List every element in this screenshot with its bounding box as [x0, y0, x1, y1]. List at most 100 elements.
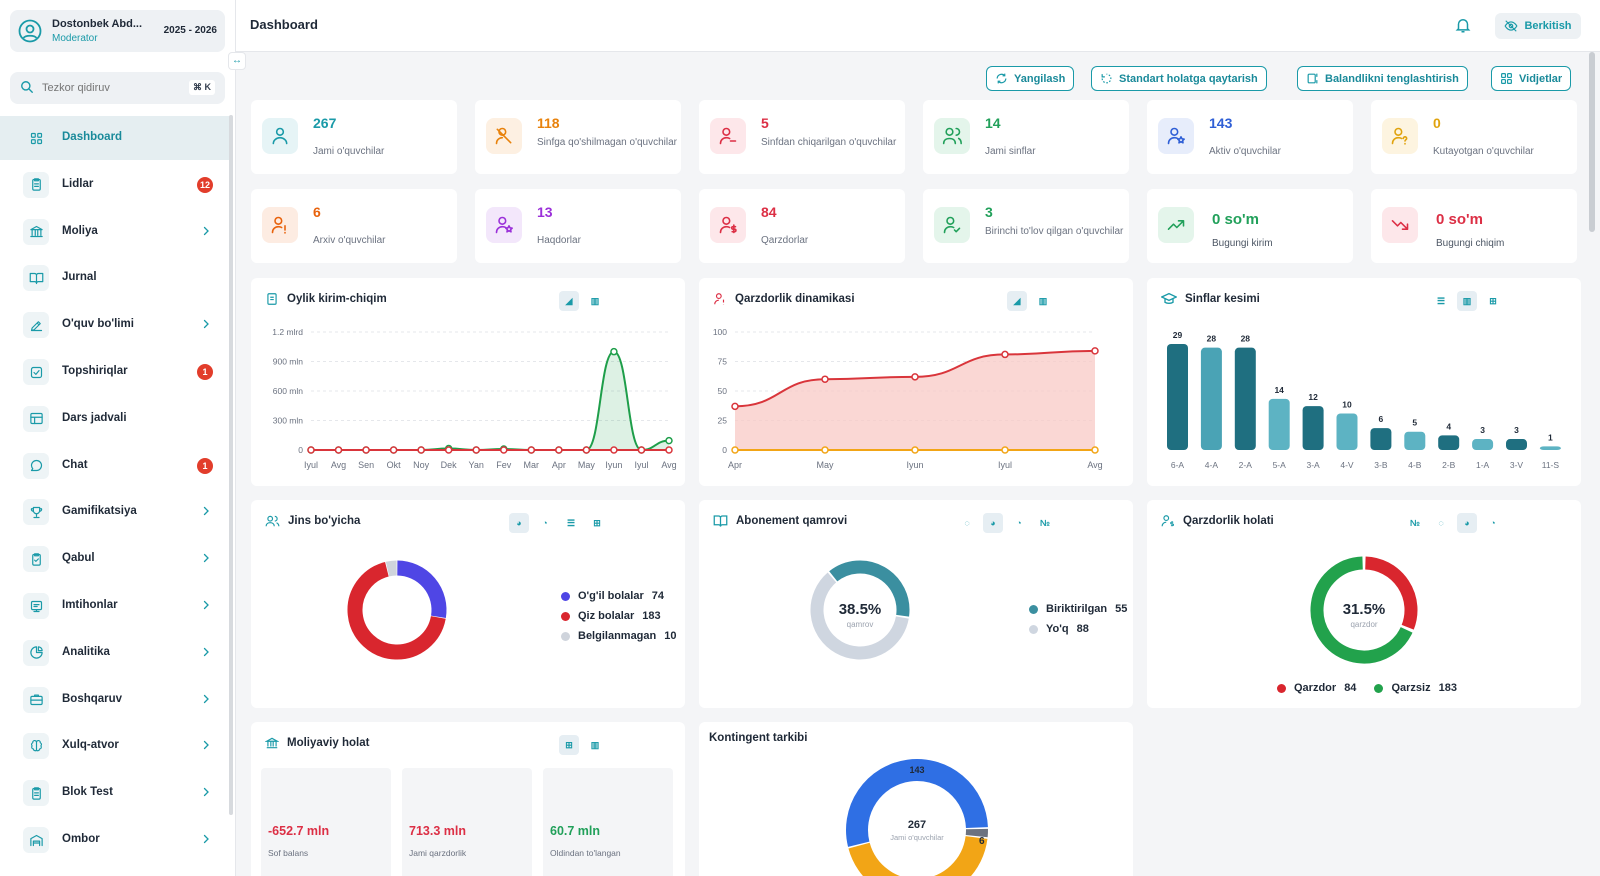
pie-toggle-icon[interactable]: ◔	[542, 518, 548, 528]
data-point[interactable]	[362, 446, 370, 454]
data-point[interactable]	[637, 446, 646, 454]
refresh-button[interactable]: Yangilash	[986, 66, 1075, 91]
area-chart-toggle-icon[interactable]: ◢	[559, 291, 579, 311]
gauge-toggle-icon[interactable]: ◔	[1016, 518, 1022, 528]
data-point[interactable]	[665, 446, 673, 454]
data-point[interactable]	[1001, 350, 1009, 359]
legend-item[interactable]: O'g'il bolalar 74	[561, 590, 677, 602]
stat-card[interactable]: 267 Jami o'quvchilar	[251, 100, 457, 174]
number-toggle-icon[interactable]: №	[1039, 518, 1051, 528]
stat-card[interactable]: 5 Sinfdan chiqarilgan o'quvchilar	[699, 100, 905, 174]
bar[interactable]	[1506, 439, 1527, 450]
search-input[interactable]	[42, 79, 182, 97]
quick-search[interactable]: ⌘ K	[10, 72, 225, 104]
bar-chart-toggle-icon[interactable]: ▥	[1038, 295, 1048, 306]
data-point[interactable]	[334, 446, 343, 454]
data-point[interactable]	[1001, 446, 1009, 454]
bar[interactable]	[1370, 428, 1392, 450]
data-point[interactable]	[555, 446, 563, 454]
donut-toggle-icon[interactable]: ◕	[1457, 513, 1477, 533]
data-point[interactable]	[731, 446, 739, 454]
legend-item[interactable]: Qiz bolalar 183	[561, 610, 677, 622]
data-point[interactable]	[500, 446, 508, 454]
data-point[interactable]	[821, 375, 829, 383]
sidebar-item-exam[interactable]: Imtihonlar	[0, 584, 230, 628]
data-point[interactable]	[911, 446, 919, 454]
bar[interactable]	[1472, 439, 1494, 450]
data-point[interactable]	[527, 446, 536, 454]
sidebar-scrollbar[interactable]	[229, 115, 233, 815]
data-point[interactable]	[731, 402, 739, 411]
data-point[interactable]	[417, 446, 425, 454]
hide-button[interactable]: Berkitish	[1495, 13, 1581, 39]
sidebar-item-clipboard[interactable]: Lidlar 12	[0, 163, 230, 207]
sidebar-item-chat[interactable]: Chat 1	[0, 444, 230, 488]
sidebar-item-table[interactable]: Dars jadvali	[0, 397, 230, 441]
bar[interactable]	[1438, 435, 1460, 450]
sidebar-collapse-button[interactable]: ↔	[228, 52, 246, 70]
data-point[interactable]	[665, 436, 673, 445]
data-point[interactable]	[472, 446, 480, 454]
user-profile[interactable]: Dostonbek Abd... Moderator 2025 - 2026	[10, 10, 225, 52]
data-point[interactable]	[821, 446, 829, 454]
grid-toggle-icon[interactable]: ⊞	[559, 735, 579, 755]
table-toggle-icon[interactable]: ⊞	[593, 517, 601, 528]
data-point[interactable]	[911, 373, 919, 381]
gauge-toggle-icon[interactable]: ◔	[1490, 518, 1496, 528]
page-scrollbar[interactable]	[1589, 52, 1595, 232]
sidebar-item-brain[interactable]: Xulq-atvor	[0, 724, 230, 768]
donut-slice[interactable]	[396, 560, 447, 619]
table-toggle-icon[interactable]: ⊞	[1489, 295, 1497, 306]
stat-card[interactable]: 0 so'm Bugungi kirim	[1147, 189, 1353, 263]
bar[interactable]	[1404, 431, 1426, 450]
bar-chart-toggle-icon[interactable]: ▥	[590, 295, 600, 306]
sidebar-item-bank[interactable]: Moliya	[0, 210, 230, 254]
legend-item[interactable]: Belgilanmagan 10	[561, 630, 677, 642]
donut-slice[interactable]	[1364, 556, 1418, 630]
bar[interactable]	[1200, 347, 1222, 450]
bar[interactable]	[1302, 406, 1324, 450]
area-chart-toggle-icon[interactable]: ◢	[1007, 291, 1027, 311]
donut-slice[interactable]	[810, 572, 909, 660]
donut-slice[interactable]	[846, 759, 988, 847]
data-point[interactable]	[582, 446, 591, 454]
sidebar-item-trophy[interactable]: Gamifikatsiya	[0, 490, 230, 534]
stat-card[interactable]: 14 Jami sinflar	[923, 100, 1129, 174]
data-point[interactable]	[610, 347, 618, 356]
sidebar-item-clipboard-check[interactable]: Qabul	[0, 537, 230, 581]
bar[interactable]	[1167, 344, 1188, 450]
donut-slice[interactable]	[347, 561, 446, 660]
sidebar-item-pie[interactable]: Analitika	[0, 631, 230, 675]
stat-card[interactable]: 3 Birinchi to'lov qilgan o'quvchilar	[923, 189, 1129, 263]
donut-slice[interactable]	[1310, 556, 1413, 664]
bar-chart-toggle-icon[interactable]: ▥	[590, 739, 600, 750]
stat-card[interactable]: 118 Sinfga qo'shilmagan o'quvchilar	[475, 100, 681, 174]
ring-toggle-icon[interactable]: ◌	[964, 518, 970, 528]
bar[interactable]	[1539, 446, 1561, 450]
bar[interactable]	[1336, 413, 1358, 450]
widgets-button[interactable]: Vidjetlar	[1491, 66, 1572, 91]
bar[interactable]	[1268, 398, 1290, 450]
stat-card[interactable]: 0 so'm Bugungi chiqim	[1371, 189, 1577, 263]
data-point[interactable]	[389, 446, 398, 454]
stat-card[interactable]: 6 Arxiv o'quvchilar	[251, 189, 457, 263]
donut-slice[interactable]	[385, 560, 397, 577]
sidebar-item-clipboard[interactable]: Blok Test	[0, 771, 230, 815]
ring-toggle-icon[interactable]: ◌	[1438, 518, 1444, 528]
sidebar-item-pen[interactable]: O'quv bo'limi	[0, 303, 230, 347]
stat-card[interactable]: 0 Kutayotgan o'quvchilar	[1371, 100, 1577, 174]
stat-card[interactable]: 13 Haqdorlar	[475, 189, 681, 263]
data-point[interactable]	[1091, 347, 1099, 355]
stat-card[interactable]: 84 Qarzdorlar	[699, 189, 905, 263]
number-toggle-icon[interactable]: №	[1409, 518, 1421, 528]
reset-layout-button[interactable]: Standart holatga qaytarish	[1091, 66, 1267, 91]
donut-slice[interactable]	[848, 835, 988, 876]
sidebar-item-grid[interactable]: Dashboard	[0, 116, 230, 160]
data-point[interactable]	[444, 446, 453, 454]
legend-item[interactable]: Qarzsiz 183	[1374, 682, 1457, 694]
data-point[interactable]	[610, 446, 618, 454]
legend-item[interactable]: Biriktirilgan 55	[1029, 603, 1127, 615]
stat-card[interactable]: 143 Aktiv o'quvchilar	[1147, 100, 1353, 174]
list-toggle-icon[interactable]: ☰	[1436, 295, 1446, 306]
bar-chart-toggle-icon[interactable]: ▥	[1457, 291, 1477, 311]
